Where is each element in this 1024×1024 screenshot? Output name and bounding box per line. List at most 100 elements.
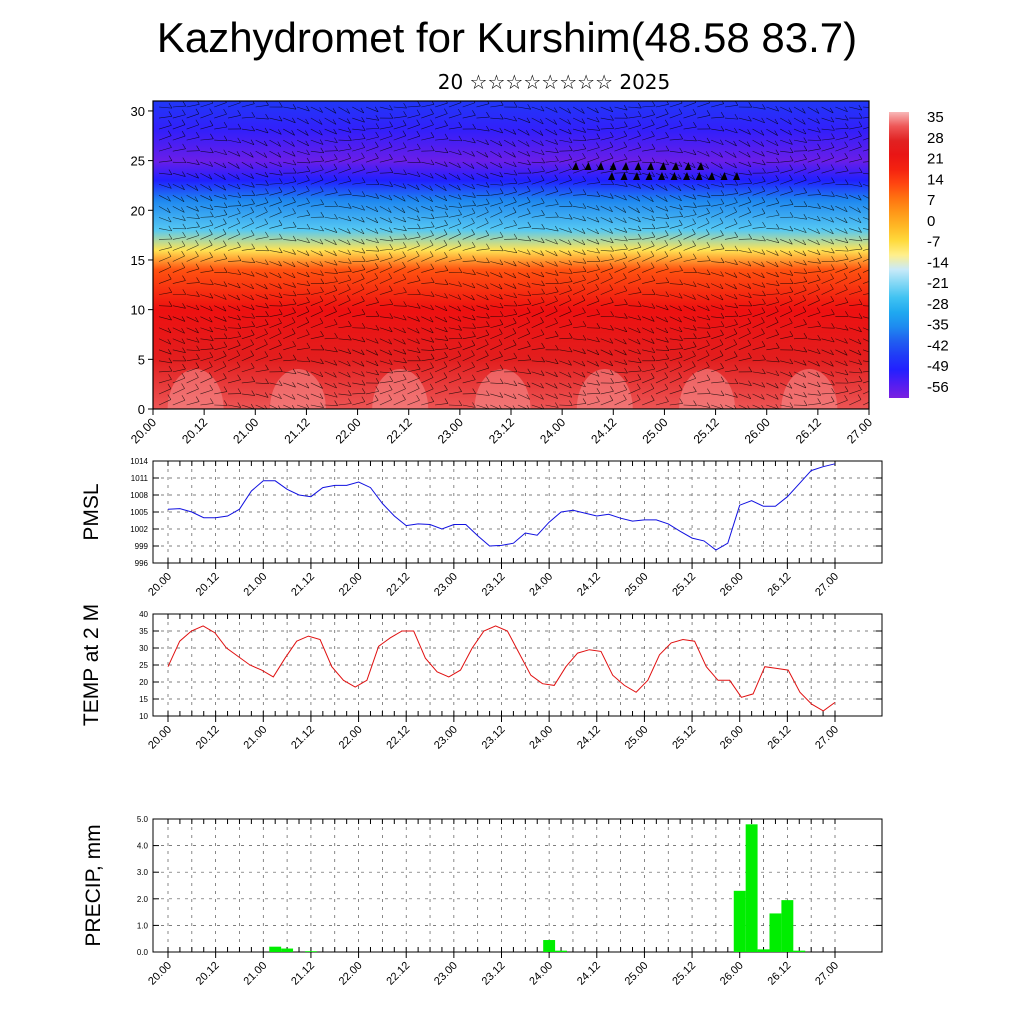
wind-barb [434,316,448,323]
wind-barb [862,106,869,108]
wind-barb [793,250,807,256]
wind-barb-flag [223,316,227,322]
wind-barb [366,250,380,252]
wind-barb-flag [347,175,352,182]
wind-barb-flag [168,225,173,232]
wind-barb [655,226,669,229]
wind-barb-flag [761,249,766,255]
wind-barb-flag [567,108,571,114]
wind-barb [711,272,724,277]
wind-barb-flag [817,335,821,341]
wind-barb [545,128,558,136]
wind-barb-flag [168,183,172,189]
wind-barb [517,150,530,157]
wind-barb-flag [416,347,421,353]
wind-barb-flag [375,386,380,392]
wind-barb [200,172,213,180]
wind-barb-flag [540,140,544,146]
wind-barb-flag [513,366,518,372]
wind-barb-flag [319,174,324,180]
wind-barb [711,116,725,119]
wind-barb [766,347,780,351]
wind-barb-flag [429,316,434,323]
wind-barb [807,382,821,388]
wind-barb-flag [210,343,214,349]
wind-barb-flag [237,331,242,337]
wind-barb-flag [195,230,200,236]
wind-barb-flag [789,393,793,399]
wind-barb [310,310,323,317]
wind-barb-flag [236,174,240,180]
wind-barb [365,277,378,284]
wind-barb-flag [706,340,710,346]
wind-barb [807,217,821,222]
y-tick-label: 5.0 [137,815,149,824]
wind-barb [200,366,213,373]
wind-barb-flag [775,329,779,335]
wind-barb [338,194,352,196]
wind-barb [545,191,559,196]
wind-barb-flag [857,349,862,356]
wind-barb-flag [236,217,241,224]
wind-barb [835,157,848,163]
wind-barb [531,214,545,218]
wind-barb [462,366,475,373]
wind-barb [462,222,475,229]
wind-barb-flag [623,141,628,147]
wind-barb-flag [458,333,463,339]
wind-barb-flag [568,382,572,389]
panel-frame [152,460,883,564]
wind-barb [310,169,324,174]
wind-barb-flag [457,350,462,357]
wind-barb [393,125,407,130]
wind-barb-flag [610,123,614,129]
wind-barb [379,371,393,374]
wind-barb [310,128,323,136]
wind-barb [407,255,420,262]
wind-barb-flag [457,218,462,224]
x-tick-label: 22.12 [384,415,415,446]
wind-barb [655,183,668,191]
wind-barb [862,305,869,307]
wind-barb [227,183,241,190]
wind-barb [628,349,641,355]
wind-barb [628,305,642,307]
wind-barb [724,104,738,108]
wind-barb [296,382,310,389]
wind-barb [365,217,378,224]
wind-barb-flag [706,229,710,235]
wind-barb-flag [553,119,558,125]
wind-barb [573,168,586,174]
wind-barb-flag [513,161,517,167]
wind-barb [752,345,766,351]
wind-barb-flag [610,193,614,199]
wind-barb [711,261,725,264]
wind-barb-flag [388,262,392,268]
wind-barb [352,194,366,197]
wind-barb-flag [209,108,213,114]
wind-barb-flag [762,159,766,166]
wind-barb [393,305,407,307]
wind-barb [655,294,669,297]
wind-barb-flag [196,345,200,351]
wind-barb [821,392,835,395]
wind-barb [628,135,641,141]
wind-barb [517,106,531,110]
wind-barb-flag [374,106,379,112]
wind-barb [780,191,793,196]
wind-barb-flag [388,349,393,356]
wind-barb-flag [305,118,309,125]
y-tick-label: 4.0 [137,842,149,851]
wind-barb [807,128,821,133]
wind-barb [255,382,269,384]
wind-barb [628,266,641,273]
wind-barb [407,377,420,384]
wind-barb-flag [194,196,199,202]
wind-barb [214,139,228,142]
wind-barb [504,182,518,185]
wind-barb-flag [374,395,379,401]
wind-barb [862,371,869,373]
wind-barb-flag [527,176,531,182]
wind-barb [559,217,573,220]
wind-barb-flag [527,290,532,297]
